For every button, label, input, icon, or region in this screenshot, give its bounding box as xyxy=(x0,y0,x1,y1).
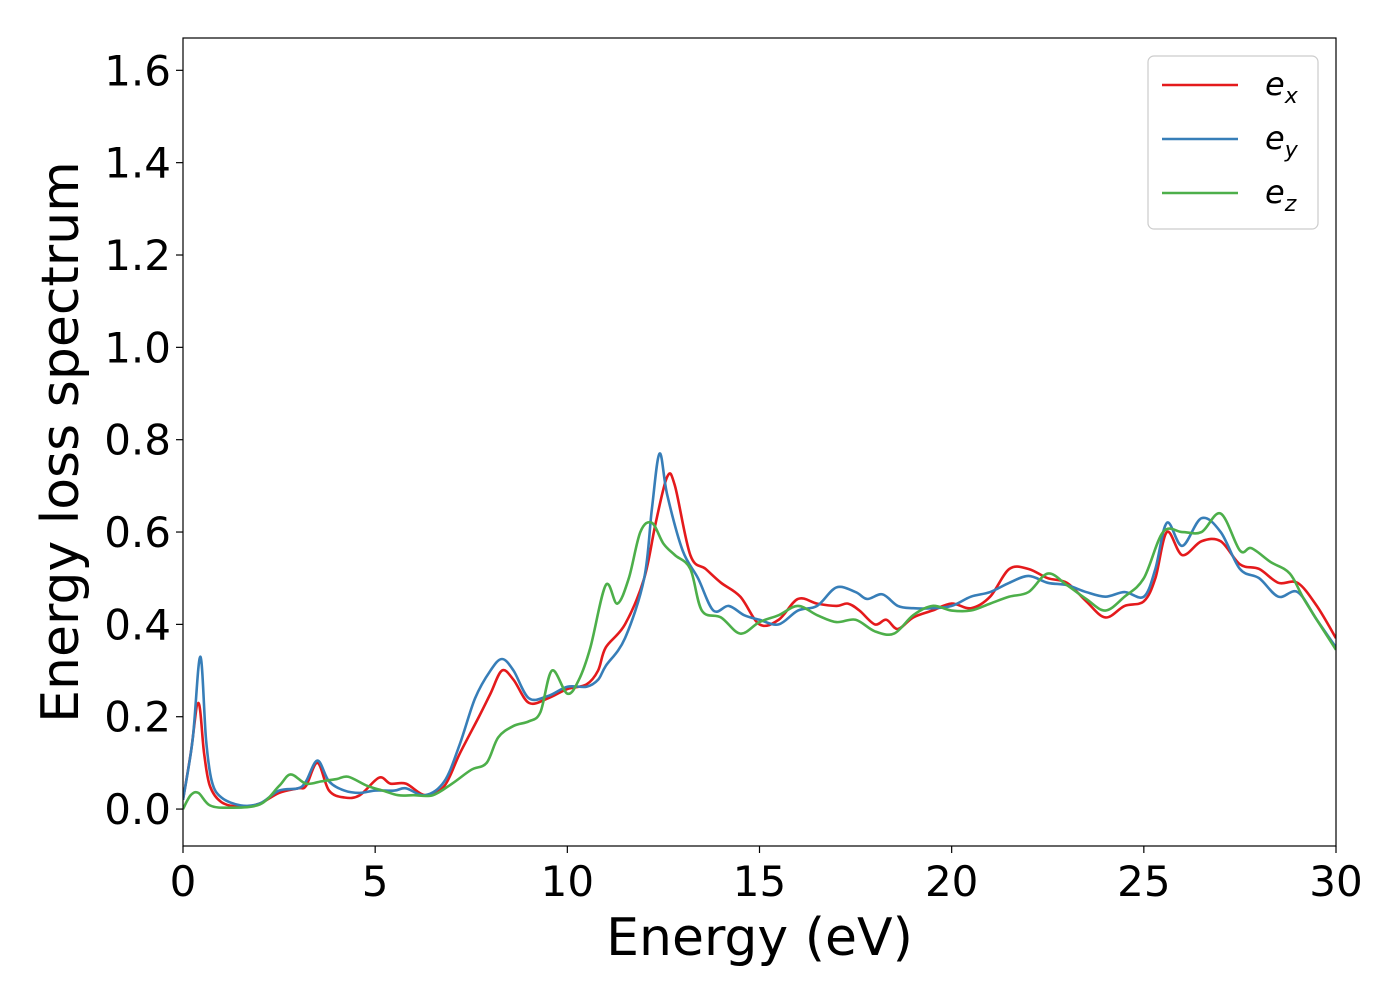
x-tick-label: 0 xyxy=(170,857,197,906)
legend-label-y: ey xyxy=(1265,119,1299,163)
legend-label-x: ex xyxy=(1265,65,1299,109)
x-tick-label: 20 xyxy=(925,857,978,906)
y-tick-label: 1.0 xyxy=(104,323,171,372)
series-line-x xyxy=(183,472,1336,809)
y-tick-label: 0.8 xyxy=(104,416,171,465)
y-tick-label: 1.2 xyxy=(104,231,171,280)
x-tick-label: 30 xyxy=(1309,857,1362,906)
y-tick-label: 1.6 xyxy=(104,46,171,95)
y-tick-label: 0.4 xyxy=(104,600,171,649)
legend-label-z: ez xyxy=(1265,173,1297,217)
x-tick-label: 5 xyxy=(362,857,389,906)
series-layer xyxy=(183,452,1336,810)
legend-box xyxy=(1147,55,1319,230)
series-line-z xyxy=(183,512,1336,810)
y-tick-label: 0.6 xyxy=(104,508,171,557)
y-tick-label: 1.4 xyxy=(104,139,171,188)
x-axis-label: Energy (eV) xyxy=(606,908,913,968)
y-axis-label: Energy loss spectrum xyxy=(31,161,91,723)
x-axis: 0 5 10 15 20 25 30 xyxy=(170,846,1363,906)
y-tick-label: 0.2 xyxy=(104,693,171,742)
y-tick-label: 0.0 xyxy=(104,785,171,834)
x-tick-label: 15 xyxy=(733,857,786,906)
y-axis: 0.0 0.2 0.4 0.6 0.8 1.0 1.2 1.4 1.6 xyxy=(104,46,183,834)
legend: ex ey ez xyxy=(1147,55,1319,230)
x-tick-label: 10 xyxy=(541,857,594,906)
x-tick-label: 25 xyxy=(1117,857,1170,906)
